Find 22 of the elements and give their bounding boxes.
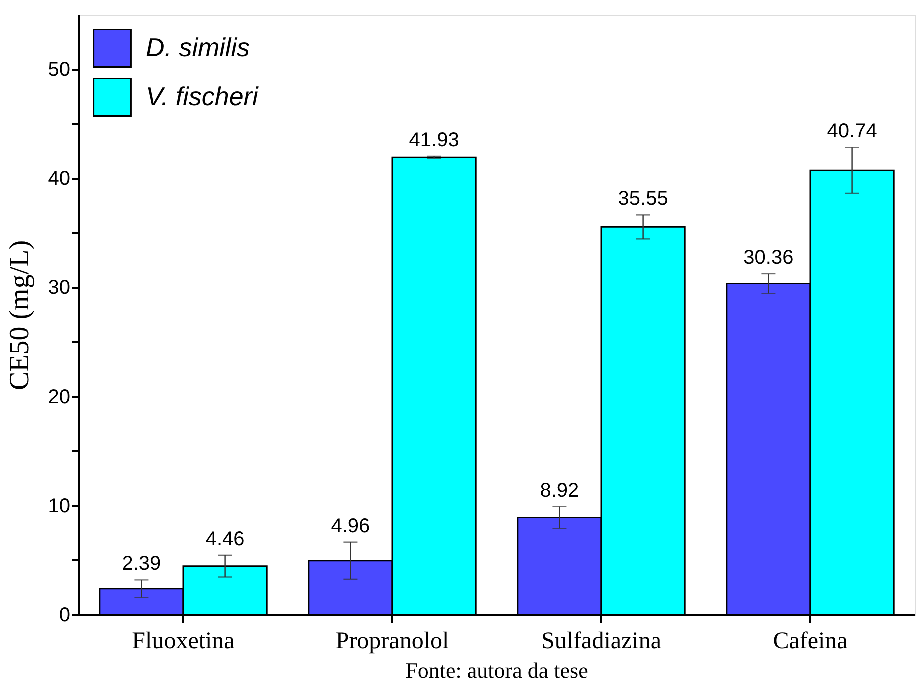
data-label: 41.93 bbox=[409, 129, 460, 152]
y-tick-label: 0 bbox=[59, 604, 70, 626]
data-label: 40.74 bbox=[827, 120, 878, 143]
data-label: 4.46 bbox=[206, 528, 245, 550]
data-label: 35.55 bbox=[618, 188, 668, 210]
y-tick-label: 30 bbox=[48, 277, 70, 300]
x-tick-label: Propranolol bbox=[336, 628, 450, 654]
legend-label: V. fischeri bbox=[146, 82, 260, 112]
y-axis-title: CE50 (mg/L) bbox=[4, 240, 36, 391]
data-label: 30.36 bbox=[744, 246, 794, 269]
legend-label: D. similis bbox=[146, 32, 250, 62]
y-tick-label: 50 bbox=[48, 59, 70, 82]
y-tick-label: 20 bbox=[48, 386, 70, 408]
x-tick-label: Sulfadiazina bbox=[542, 628, 662, 654]
data-label: 8.92 bbox=[540, 480, 580, 502]
x-tick-label: Cafeina bbox=[773, 628, 848, 654]
source-note: Fonte: autora da tese bbox=[406, 658, 588, 683]
x-tick-label: Fluoxetina bbox=[132, 628, 236, 654]
y-tick-label: 40 bbox=[48, 168, 70, 190]
data-label: 2.39 bbox=[122, 553, 162, 576]
data-label: 4.96 bbox=[331, 515, 370, 538]
y-tick-label: 10 bbox=[48, 495, 70, 518]
